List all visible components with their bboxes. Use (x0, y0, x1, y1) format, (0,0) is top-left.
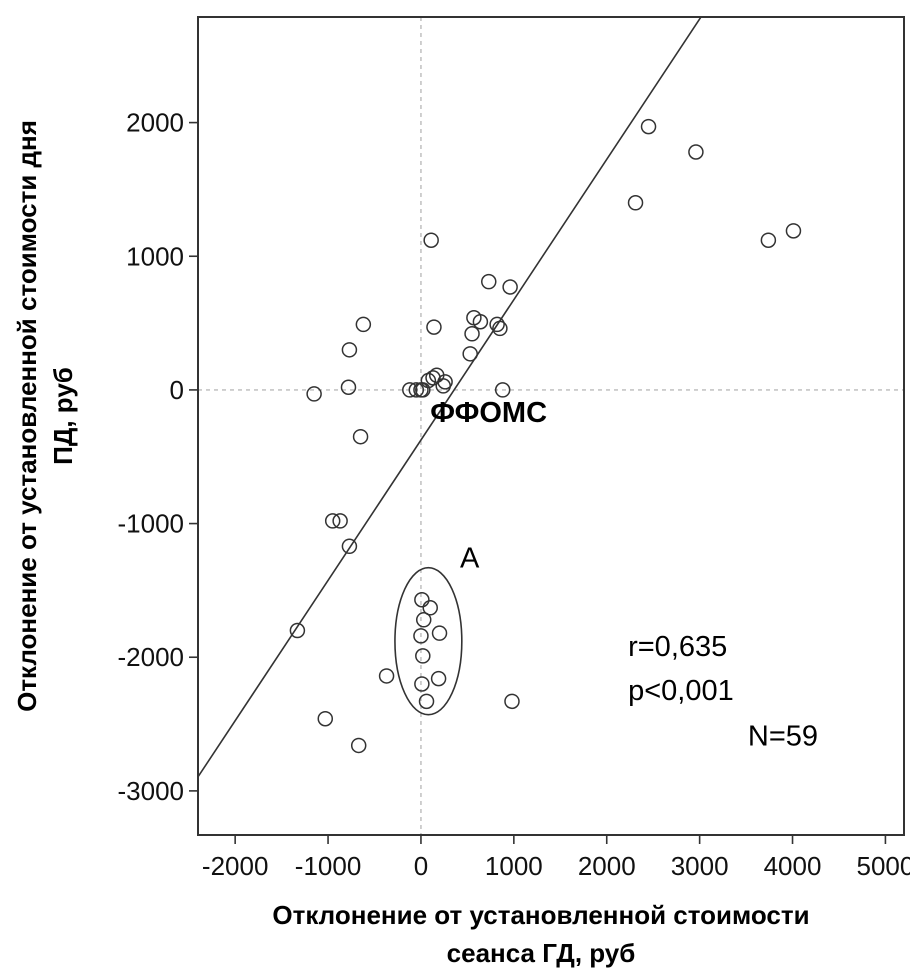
y-axis-title: Отклонение от установленной стоимости дн… (12, 120, 42, 712)
data-point (332, 513, 348, 529)
y-tick-label: 1000 (126, 241, 184, 271)
data-point (464, 326, 480, 342)
data-point (481, 273, 497, 290)
data-point (426, 319, 442, 335)
x-tick-label: 1000 (485, 851, 543, 881)
data-point (430, 670, 447, 687)
y-tick-label: 0 (170, 375, 184, 405)
data-point (378, 668, 395, 684)
annotation-text: r=0,635 (628, 631, 727, 663)
data-point (355, 316, 372, 333)
x-tick-label: -2000 (202, 851, 269, 881)
group-a-ellipse (394, 566, 463, 716)
data-point (414, 676, 430, 692)
data-point (341, 538, 358, 555)
x-axis-title: сеанса ГД, руб (447, 938, 636, 968)
data-point (472, 313, 489, 330)
data-point (324, 513, 341, 529)
axis-ticks: -2000 -1000 0 1000 2000 3000 4000 5000 -3000 -200… (118, 108, 910, 881)
data-point (462, 346, 478, 362)
plot-area (198, 17, 904, 835)
y-axis-title: ПД, руб (48, 367, 78, 465)
annotation-text: ФФОМС (430, 397, 547, 429)
data-point (640, 118, 657, 135)
data-point (431, 625, 448, 641)
y-tick-label: -1000 (118, 509, 185, 539)
data-point (422, 600, 438, 616)
data-point (423, 232, 439, 248)
annotation-text: A (460, 543, 480, 575)
y-tick-label: -2000 (118, 642, 185, 672)
regression-line (198, 17, 702, 778)
data-point (350, 737, 367, 754)
x-tick-label: 5000 (856, 851, 910, 881)
data-point (415, 648, 431, 664)
y-tick-label: -3000 (118, 776, 185, 806)
data-point (340, 379, 357, 395)
data-point (408, 382, 425, 398)
data-point (502, 279, 518, 295)
data-point (435, 378, 451, 394)
data-point (415, 382, 431, 398)
data-point (413, 628, 429, 644)
data-point (341, 342, 358, 358)
data-point (760, 232, 777, 248)
annotation-text: N=59 (748, 720, 818, 752)
x-tick-label: 2000 (578, 851, 636, 881)
y-tick-label: 2000 (126, 108, 184, 138)
data-point (418, 693, 435, 710)
axis-titles: Отклонение от установленной стоимости сеа… (12, 120, 810, 968)
data-point (785, 223, 802, 239)
data-point (494, 382, 511, 398)
data-point (420, 372, 437, 389)
annotations: ФФОМС Ar=0,635 p<0,001 N=59 (430, 397, 818, 752)
data-point (415, 612, 432, 628)
data-point (688, 144, 704, 160)
data-point (289, 622, 306, 639)
data-point (489, 316, 505, 333)
data-point (627, 195, 644, 211)
data-point (492, 320, 508, 337)
x-axis-title: Отклонение от установленной стоимости (272, 900, 809, 930)
data-point (317, 710, 334, 727)
x-tick-label: 3000 (671, 851, 729, 881)
x-tick-label: -1000 (295, 851, 362, 881)
data-point (352, 428, 369, 445)
data-point (414, 592, 430, 608)
data-point (402, 382, 418, 398)
plot-frame (197, 16, 905, 836)
x-tick-label: 4000 (764, 851, 822, 881)
x-tick-label: 0 (414, 851, 428, 881)
data-point (504, 693, 520, 710)
data-point (306, 386, 322, 402)
annotation-text: p<0,001 (628, 675, 734, 707)
